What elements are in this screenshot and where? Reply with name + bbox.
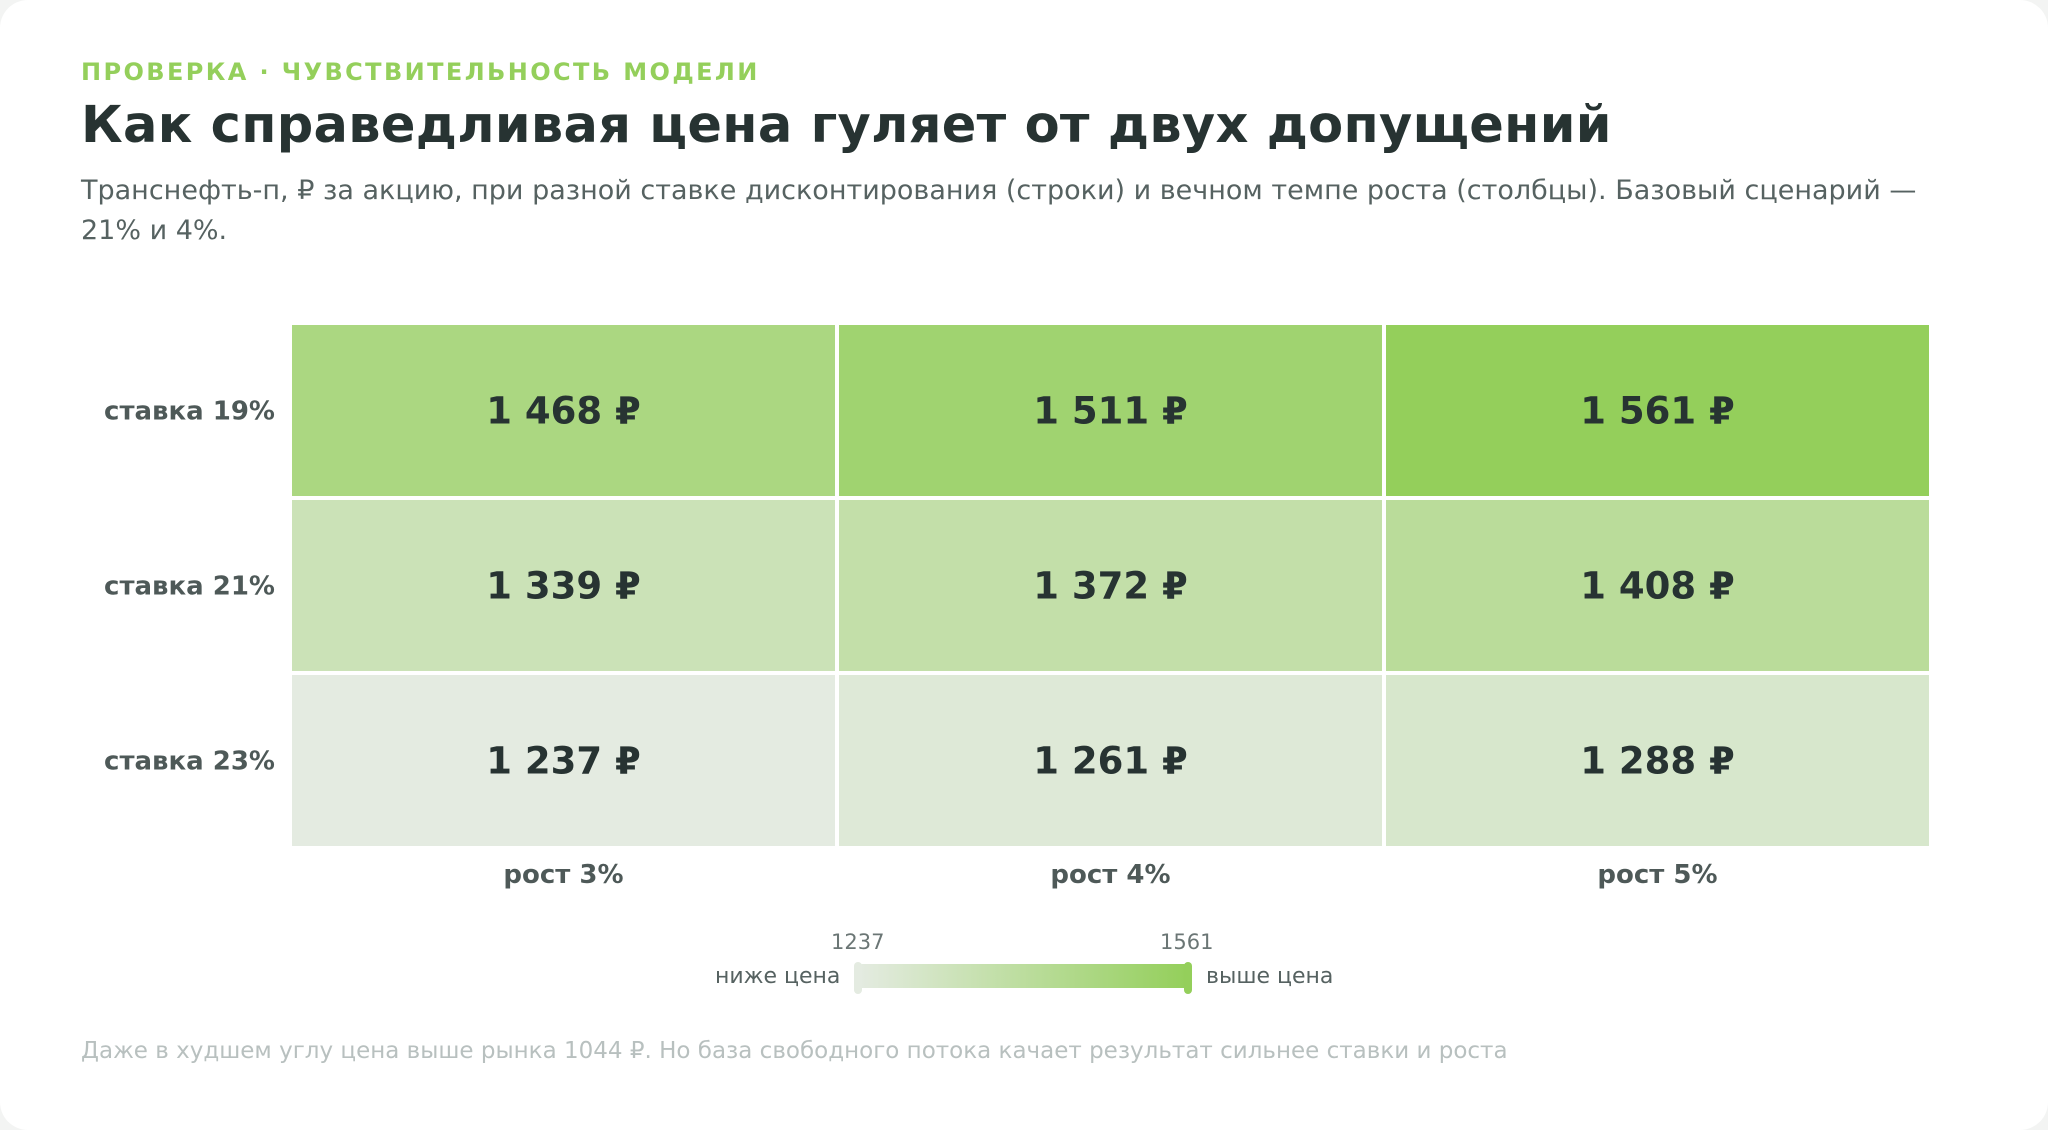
cell-value-label: 1 339 ₽: [486, 565, 641, 608]
row-label: ставка 19%: [104, 397, 275, 427]
legend-max-value: 1561: [1160, 930, 1214, 954]
legend-high-label: выше цена: [1206, 964, 1334, 989]
heatmap-cell: [1386, 500, 1929, 671]
cell-value-label: 1 372 ₽: [1033, 565, 1188, 608]
row-label: ставка 23%: [104, 747, 275, 777]
cell-value-label: 1 468 ₽: [486, 390, 641, 433]
heatmap-cell: [292, 500, 835, 671]
eyebrow-label: ПРОВЕРКА · ЧУВСТВИТЕЛЬНОСТЬ МОДЕЛИ: [81, 58, 760, 86]
column-label: рост 5%: [1597, 860, 1717, 890]
cell-value-label: 1 408 ₽: [1580, 565, 1735, 608]
chart-title: Как справедливая цена гуляет от двух доп…: [81, 96, 1612, 155]
heatmap-cell: [1386, 675, 1929, 846]
legend-gradient-bar: [859, 964, 1187, 988]
heatmap-cell: [839, 675, 1382, 846]
legend-min-value: 1237: [831, 930, 885, 954]
column-label: рост 3%: [503, 860, 623, 890]
legend-low-label: ниже цена: [715, 964, 841, 989]
heatmap-cell: [1386, 325, 1929, 496]
cell-value-label: 1 511 ₽: [1033, 390, 1188, 433]
row-label: ставка 21%: [104, 572, 275, 602]
column-label: рост 4%: [1050, 860, 1170, 890]
heatmap-cell: [292, 325, 835, 496]
legend-max-marker: [1184, 962, 1192, 994]
footnote: Даже в худшем углу цена выше рынка 1044 …: [81, 1038, 1508, 1064]
cell-value-label: 1 261 ₽: [1033, 740, 1188, 783]
heatmap-cell: [839, 500, 1382, 671]
cell-value-label: 1 237 ₽: [486, 740, 641, 783]
cell-value-label: 1 288 ₽: [1580, 740, 1735, 783]
heatmap-cell: [292, 675, 835, 846]
legend-min-marker: [854, 962, 862, 994]
chart-subtitle: Транснефть-п, ₽ за акцию, при разной ста…: [81, 175, 1917, 246]
color-legend: 1237 1561 ниже цена выше цена: [700, 924, 1360, 1004]
cell-value-label: 1 561 ₽: [1580, 390, 1735, 433]
heatmap-cell: [839, 325, 1382, 496]
